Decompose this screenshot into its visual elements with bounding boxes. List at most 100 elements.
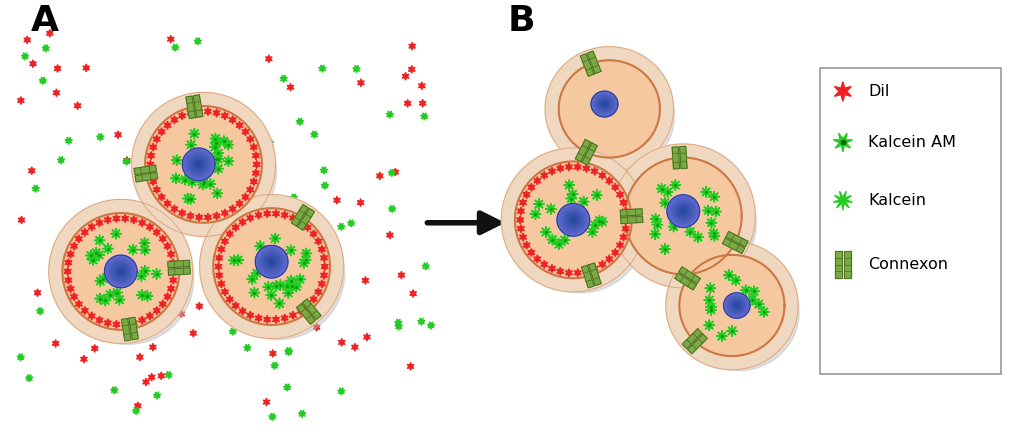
Polygon shape: [659, 197, 671, 208]
Polygon shape: [295, 273, 306, 285]
Polygon shape: [264, 210, 270, 218]
Polygon shape: [93, 249, 104, 260]
Polygon shape: [746, 294, 758, 305]
Polygon shape: [172, 44, 179, 51]
Polygon shape: [133, 203, 139, 211]
Polygon shape: [218, 136, 229, 147]
Polygon shape: [398, 271, 404, 279]
Polygon shape: [729, 299, 744, 313]
Polygon shape: [158, 372, 165, 380]
Polygon shape: [148, 373, 155, 381]
Polygon shape: [394, 319, 402, 327]
Polygon shape: [669, 197, 697, 226]
Polygon shape: [600, 100, 609, 108]
Polygon shape: [247, 311, 254, 319]
Polygon shape: [168, 250, 174, 258]
Polygon shape: [706, 302, 717, 313]
Polygon shape: [835, 82, 851, 101]
Polygon shape: [123, 158, 130, 165]
Polygon shape: [388, 205, 396, 213]
Polygon shape: [597, 216, 608, 227]
Polygon shape: [377, 172, 383, 180]
Polygon shape: [113, 214, 120, 222]
Polygon shape: [83, 64, 90, 72]
Polygon shape: [232, 254, 244, 266]
Polygon shape: [90, 247, 102, 258]
Polygon shape: [680, 146, 687, 168]
Polygon shape: [834, 191, 852, 210]
Polygon shape: [136, 270, 147, 282]
Polygon shape: [139, 237, 151, 248]
Polygon shape: [129, 317, 138, 340]
Polygon shape: [210, 137, 222, 148]
Polygon shape: [649, 229, 660, 240]
Polygon shape: [178, 310, 184, 318]
Polygon shape: [271, 362, 279, 369]
Polygon shape: [285, 349, 293, 356]
Polygon shape: [170, 276, 177, 284]
Polygon shape: [142, 378, 150, 386]
Polygon shape: [553, 238, 564, 250]
Polygon shape: [409, 66, 415, 73]
Polygon shape: [124, 157, 130, 165]
Polygon shape: [588, 51, 601, 73]
Polygon shape: [589, 219, 600, 231]
Polygon shape: [65, 276, 72, 284]
Polygon shape: [685, 226, 696, 237]
Polygon shape: [17, 354, 25, 361]
Polygon shape: [186, 96, 196, 118]
Polygon shape: [659, 244, 671, 255]
Polygon shape: [676, 204, 690, 218]
Polygon shape: [187, 109, 194, 117]
Polygon shape: [151, 268, 162, 280]
Polygon shape: [228, 255, 240, 266]
Polygon shape: [692, 232, 703, 243]
Polygon shape: [678, 206, 689, 216]
Polygon shape: [558, 59, 675, 172]
Polygon shape: [221, 237, 228, 245]
Polygon shape: [672, 147, 680, 169]
Polygon shape: [186, 152, 211, 177]
Polygon shape: [419, 82, 425, 90]
Polygon shape: [427, 322, 435, 329]
Polygon shape: [625, 158, 741, 274]
Polygon shape: [621, 209, 642, 216]
Polygon shape: [565, 269, 572, 277]
Polygon shape: [154, 228, 161, 236]
Polygon shape: [310, 230, 317, 238]
Polygon shape: [298, 208, 314, 230]
Polygon shape: [274, 280, 286, 291]
Polygon shape: [187, 212, 194, 220]
Polygon shape: [26, 375, 33, 382]
Polygon shape: [534, 198, 545, 210]
Polygon shape: [568, 214, 579, 226]
Polygon shape: [591, 167, 598, 175]
Polygon shape: [523, 241, 530, 249]
Polygon shape: [290, 194, 298, 201]
Polygon shape: [563, 180, 574, 191]
Polygon shape: [88, 312, 95, 320]
Polygon shape: [567, 188, 579, 200]
Polygon shape: [310, 131, 318, 138]
Polygon shape: [164, 292, 171, 301]
Polygon shape: [85, 250, 96, 261]
Polygon shape: [706, 217, 717, 229]
Polygon shape: [96, 219, 103, 227]
Polygon shape: [42, 44, 49, 52]
Polygon shape: [679, 254, 799, 371]
Polygon shape: [65, 137, 73, 144]
Polygon shape: [723, 269, 734, 281]
Polygon shape: [186, 176, 198, 187]
FancyBboxPatch shape: [819, 68, 1000, 374]
Polygon shape: [298, 410, 306, 418]
Polygon shape: [168, 260, 189, 268]
Polygon shape: [195, 161, 203, 168]
Polygon shape: [322, 182, 329, 190]
Polygon shape: [603, 103, 606, 105]
Polygon shape: [102, 243, 114, 254]
Polygon shape: [545, 203, 556, 215]
Polygon shape: [419, 99, 426, 107]
Text: Kalcein AM: Kalcein AM: [868, 134, 956, 149]
Polygon shape: [221, 111, 228, 120]
Polygon shape: [298, 257, 309, 269]
